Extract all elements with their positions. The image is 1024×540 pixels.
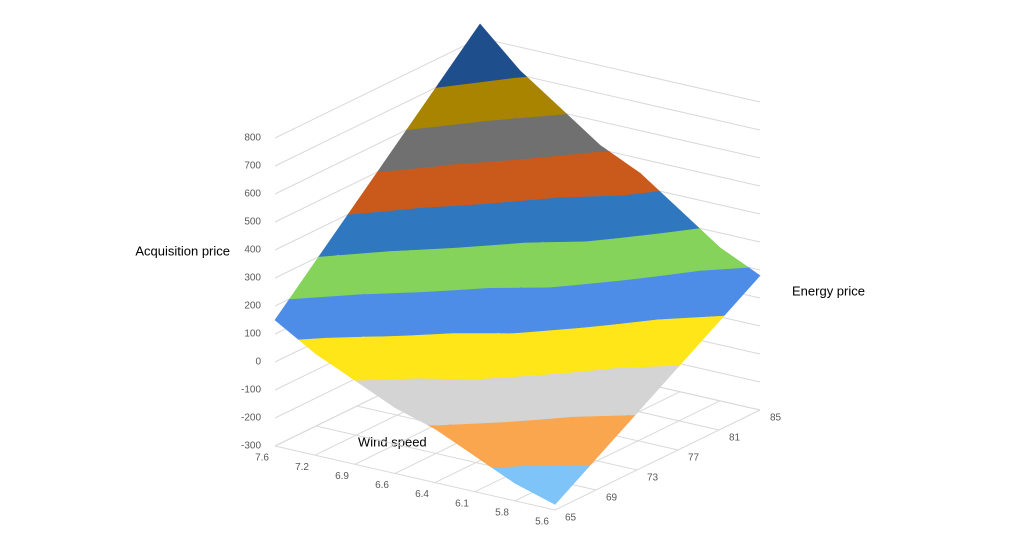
surface-band (629, 412, 638, 416)
y-tick-label: 500 (244, 217, 261, 228)
z-tick-label: 85 (770, 413, 782, 424)
z-tick-label: 69 (606, 493, 618, 504)
x-tick-label: 6.4 (415, 489, 429, 500)
surface-band (465, 23, 496, 46)
y-tick-label: 600 (244, 189, 261, 200)
surface-band (621, 172, 660, 196)
floor-grid-line (274, 445, 556, 511)
surface-band (511, 326, 525, 334)
surface-band (420, 183, 465, 208)
y-axis-title: Acquisition price (135, 243, 230, 258)
surface-band (377, 142, 423, 173)
surface-band (657, 294, 712, 320)
x-axis-title: Wind speed (358, 434, 427, 449)
y-tick-label: 700 (244, 161, 261, 172)
x-tick-label: 6.1 (455, 498, 469, 509)
surface-band (388, 239, 411, 252)
x-tick-label: 5.8 (495, 507, 509, 518)
y-tick-label: -200 (241, 413, 261, 424)
surface-band (474, 377, 479, 380)
y-tick-label: 800 (244, 133, 261, 144)
z-tick-label: 65 (565, 513, 577, 524)
z-tick-label: 81 (729, 433, 741, 444)
y-tick-label: 300 (244, 273, 261, 284)
surface-band (699, 247, 749, 271)
surface-band (621, 259, 659, 281)
surface-band (487, 161, 559, 204)
surface-band (454, 216, 511, 248)
surface-band (421, 271, 461, 293)
y-tick-label: -300 (241, 441, 261, 452)
surface-band (289, 260, 354, 300)
surface-band (584, 223, 616, 242)
surface-band (483, 76, 561, 122)
z-axis-title: Energy price (792, 283, 865, 298)
surface-band (514, 70, 527, 78)
x-tick-label: 7.2 (295, 462, 309, 473)
y-tick-label: 100 (244, 329, 261, 340)
surface-band (451, 126, 517, 165)
surface-band (387, 325, 410, 337)
surface-band (594, 144, 610, 153)
z-tick-label: 77 (688, 453, 700, 464)
surface-band (554, 107, 567, 116)
y-tick-label: -100 (241, 385, 261, 396)
surface-band (318, 212, 398, 257)
floor-grid-line (554, 409, 761, 511)
y-tick-label: 400 (244, 245, 261, 256)
surface-band (347, 201, 369, 215)
surface-band (357, 249, 438, 295)
surface-band (503, 406, 535, 423)
z-tick-label: 73 (647, 473, 659, 484)
x-tick-label: 5.6 (535, 517, 549, 528)
x-tick-label: 6.9 (335, 471, 349, 482)
surface-band (437, 378, 517, 426)
y-tick-label: 200 (244, 301, 261, 312)
y-tick-label: 0 (255, 357, 261, 368)
surface-band (435, 82, 443, 88)
surface-band (581, 308, 617, 328)
surface-band (575, 458, 597, 466)
surface-band (615, 341, 676, 369)
surface-band (542, 357, 576, 375)
x-tick-label: 7.6 (255, 453, 269, 464)
surface-band (520, 113, 601, 160)
surface-band (548, 274, 571, 288)
x-tick-label: 6.6 (375, 480, 389, 491)
surface-band (660, 210, 700, 234)
